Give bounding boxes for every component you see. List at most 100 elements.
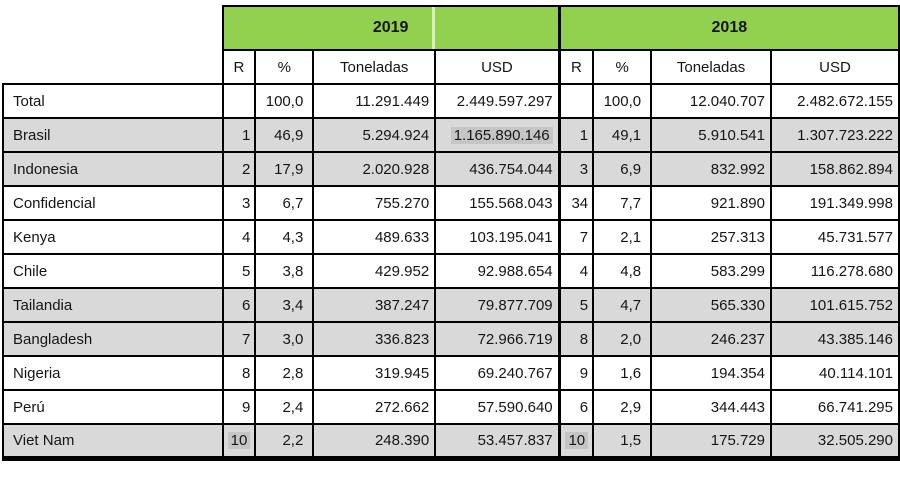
cell-rank-2019: 6 bbox=[221, 287, 257, 323]
cell-toneladas-2018: 565.330 bbox=[650, 287, 772, 323]
cell-rank-2019: 9 bbox=[221, 389, 257, 425]
cell-percent-2019: 3,4 bbox=[254, 287, 315, 323]
cell-usd-2019: 53.457.837 bbox=[434, 423, 561, 461]
table-row-brasil: Brasil 1 46,9 5.294.924 1.165.890.146 1 … bbox=[2, 117, 900, 153]
table-row-vietnam: Viet Nam 10 2,2 248.390 53.457.837 10 1,… bbox=[2, 423, 900, 461]
cell-country: Perú bbox=[2, 389, 224, 425]
cell-rank-2018 bbox=[557, 83, 595, 119]
cell-usd-2018: 1.307.723.222 bbox=[770, 117, 900, 153]
cell-usd-2018: 101.615.752 bbox=[770, 287, 900, 323]
col-header-r-2019: R bbox=[221, 49, 257, 85]
cell-rank-2018: 5 bbox=[557, 287, 595, 323]
cell-usd-2019: 72.966.719 bbox=[434, 321, 561, 357]
cell-percent-2018: 4,7 bbox=[592, 287, 653, 323]
cell-percent-2019: 3,8 bbox=[254, 253, 315, 289]
cell-usd-2019: 103.195.041 bbox=[434, 219, 561, 255]
cell-rank-2018: 8 bbox=[557, 321, 595, 357]
cell-country: Total bbox=[2, 83, 224, 119]
cell-country: Indonesia bbox=[2, 151, 224, 187]
cell-rank-2018: 3 bbox=[557, 151, 595, 187]
cell-toneladas-2018: 583.299 bbox=[650, 253, 772, 289]
cell-percent-2018: 1,6 bbox=[592, 355, 653, 391]
col-header-pct-2018: % bbox=[592, 49, 653, 85]
cell-toneladas-2019: 11.291.449 bbox=[312, 83, 437, 119]
cell-usd-2018: 40.114.101 bbox=[770, 355, 900, 391]
cell-percent-2018: 1,5 bbox=[592, 423, 653, 461]
cell-rank-2019: 10 bbox=[221, 423, 257, 461]
year-2019-label: 2019 bbox=[372, 19, 409, 36]
table-row-confidencial: Confidencial 3 6,7 755.270 155.568.043 3… bbox=[2, 185, 900, 221]
cell-rank-2019: 1 bbox=[221, 117, 257, 153]
col-header-toneladas-2018: Toneladas bbox=[650, 49, 772, 85]
cell-rank-2019: 5 bbox=[221, 253, 257, 289]
cell-toneladas-2018: 246.237 bbox=[650, 321, 772, 357]
cell-rank-2019: 7 bbox=[221, 321, 257, 357]
cell-toneladas-2019: 272.662 bbox=[312, 389, 437, 425]
cell-usd-2019: 436.754.044 bbox=[434, 151, 561, 187]
col-header-pct-2019: % bbox=[254, 49, 315, 85]
year-2018-label: 2018 bbox=[711, 19, 748, 36]
cell-percent-2018: 100,0 bbox=[592, 83, 653, 119]
table-row-peru: Perú 9 2,4 272.662 57.590.640 6 2,9 344.… bbox=[2, 389, 900, 425]
cell-toneladas-2019: 336.823 bbox=[312, 321, 437, 357]
cell-toneladas-2018: 194.354 bbox=[650, 355, 772, 391]
cell-percent-2019: 3,0 bbox=[254, 321, 315, 357]
corner-blank bbox=[3, 50, 223, 84]
cell-toneladas-2019: 5.294.924 bbox=[312, 117, 437, 153]
cell-rank-2018: 4 bbox=[557, 253, 595, 289]
cell-toneladas-2018: 344.443 bbox=[650, 389, 772, 425]
cell-usd-2018: 43.385.146 bbox=[770, 321, 900, 357]
cell-usd-2019: 92.988.654 bbox=[434, 253, 561, 289]
cell-percent-2018: 6,9 bbox=[592, 151, 653, 187]
cell-percent-2019: 46,9 bbox=[254, 117, 315, 153]
cell-toneladas-2019: 248.390 bbox=[312, 423, 437, 461]
cell-percent-2019: 4,3 bbox=[254, 219, 315, 255]
export-ranking-table: 2019 2018 R % Toneladas USD R % Tonelada… bbox=[2, 5, 900, 461]
cell-toneladas-2018: 5.910.541 bbox=[650, 117, 772, 153]
cell-percent-2019: 17,9 bbox=[254, 151, 315, 187]
cell-toneladas-2019: 2.020.928 bbox=[312, 151, 437, 187]
col-header-usd-2018: USD bbox=[770, 49, 900, 85]
cell-country: Kenya bbox=[2, 219, 224, 255]
cell-percent-2018: 2,0 bbox=[592, 321, 653, 357]
table-row-nigeria: Nigeria 8 2,8 319.945 69.240.767 9 1,6 1… bbox=[2, 355, 900, 391]
cell-percent-2018: 2,9 bbox=[592, 389, 653, 425]
cell-rank-2018: 34 bbox=[557, 185, 595, 221]
cell-country: Nigeria bbox=[2, 355, 224, 391]
cell-usd-2019: 79.877.709 bbox=[434, 287, 561, 323]
cell-country: Viet Nam bbox=[2, 423, 224, 461]
cell-country: Brasil bbox=[2, 117, 224, 153]
cell-percent-2018: 49,1 bbox=[592, 117, 653, 153]
cell-usd-2018: 32.505.290 bbox=[770, 423, 900, 461]
corner-blank bbox=[3, 6, 223, 50]
highlighted-value: 10 bbox=[227, 431, 251, 449]
cell-rank-2019 bbox=[221, 83, 257, 119]
cell-usd-2018: 191.349.998 bbox=[770, 185, 900, 221]
cell-usd-2019: 155.568.043 bbox=[434, 185, 561, 221]
cell-country: Bangladesh bbox=[2, 321, 224, 357]
table-row-tailandia: Tailandia 6 3,4 387.247 79.877.709 5 4,7… bbox=[2, 287, 900, 323]
cell-toneladas-2018: 921.890 bbox=[650, 185, 772, 221]
cell-rank-2019: 2 bbox=[221, 151, 257, 187]
cell-usd-2019: 69.240.767 bbox=[434, 355, 561, 391]
cell-rank-2019: 3 bbox=[221, 185, 257, 221]
col-header-r-2018: R bbox=[557, 49, 595, 85]
cell-toneladas-2019: 429.952 bbox=[312, 253, 437, 289]
cell-percent-2019: 6,7 bbox=[254, 185, 315, 221]
col-header-toneladas-2019: Toneladas bbox=[312, 49, 437, 85]
year-header-2018: 2018 bbox=[557, 5, 900, 51]
column-header-row: R % Toneladas USD R % Toneladas USD bbox=[3, 49, 900, 85]
table-row-total: Total 100,0 11.291.449 2.449.597.297 100… bbox=[2, 83, 900, 119]
cell-rank-2018: 7 bbox=[557, 219, 595, 255]
year-header-2019: 2019 bbox=[221, 5, 561, 51]
highlighted-value: 1.165.890.146 bbox=[450, 126, 553, 144]
cell-toneladas-2019: 319.945 bbox=[312, 355, 437, 391]
cell-rank-2018: 6 bbox=[557, 389, 595, 425]
cell-percent-2019: 2,4 bbox=[254, 389, 315, 425]
cell-toneladas-2018: 12.040.707 bbox=[650, 83, 772, 119]
cell-usd-2018: 116.278.680 bbox=[770, 253, 900, 289]
cell-toneladas-2019: 755.270 bbox=[312, 185, 437, 221]
cell-percent-2018: 7,7 bbox=[592, 185, 653, 221]
cell-toneladas-2018: 832.992 bbox=[650, 151, 772, 187]
